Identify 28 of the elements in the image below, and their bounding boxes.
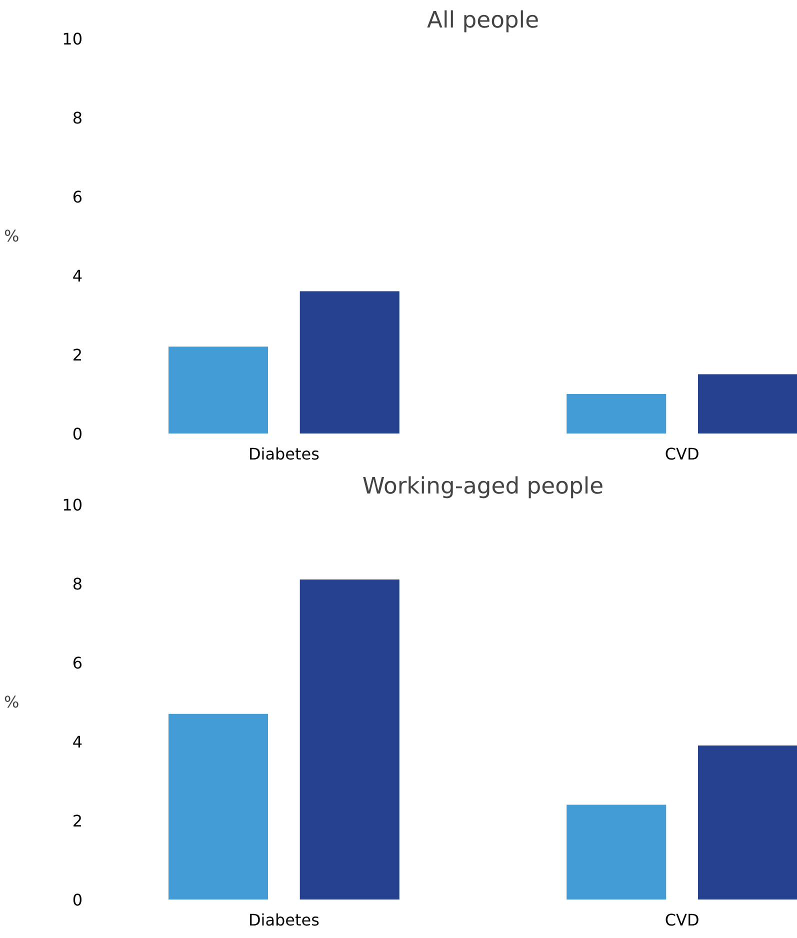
y-tick-label: 0	[72, 424, 83, 444]
y-tick-label: 6	[72, 188, 83, 206]
y-tick-label: 2	[72, 812, 83, 830]
bar	[168, 714, 268, 900]
y-tick-label: 4	[72, 266, 83, 286]
y-tick-label: 8	[72, 574, 83, 594]
y-tick-label: 6	[72, 654, 83, 672]
x-tick-label: CVD	[664, 444, 700, 464]
y-tick-label: 10	[62, 30, 82, 48]
bar	[566, 394, 666, 434]
y-tick-label: 8	[72, 108, 83, 128]
bar	[300, 580, 400, 900]
y-tick-label: 10	[62, 496, 82, 514]
x-tick-label: CVD	[664, 910, 700, 930]
y-axis-title: %	[4, 692, 20, 712]
bar	[566, 804, 666, 900]
y-tick-label: 4	[72, 732, 83, 752]
bar	[168, 346, 268, 434]
y-axis-title: %	[4, 226, 20, 246]
y-tick-label: 2	[72, 346, 83, 364]
x-tick-label: Diabetes	[248, 444, 320, 464]
chart-title: Working-aged people	[362, 474, 604, 500]
y-tick-label: 0	[72, 890, 83, 910]
chart-title: All people	[426, 8, 540, 34]
bar	[300, 291, 400, 434]
bar	[698, 745, 797, 900]
x-tick-label: Diabetes	[248, 910, 320, 930]
bar	[698, 374, 797, 434]
